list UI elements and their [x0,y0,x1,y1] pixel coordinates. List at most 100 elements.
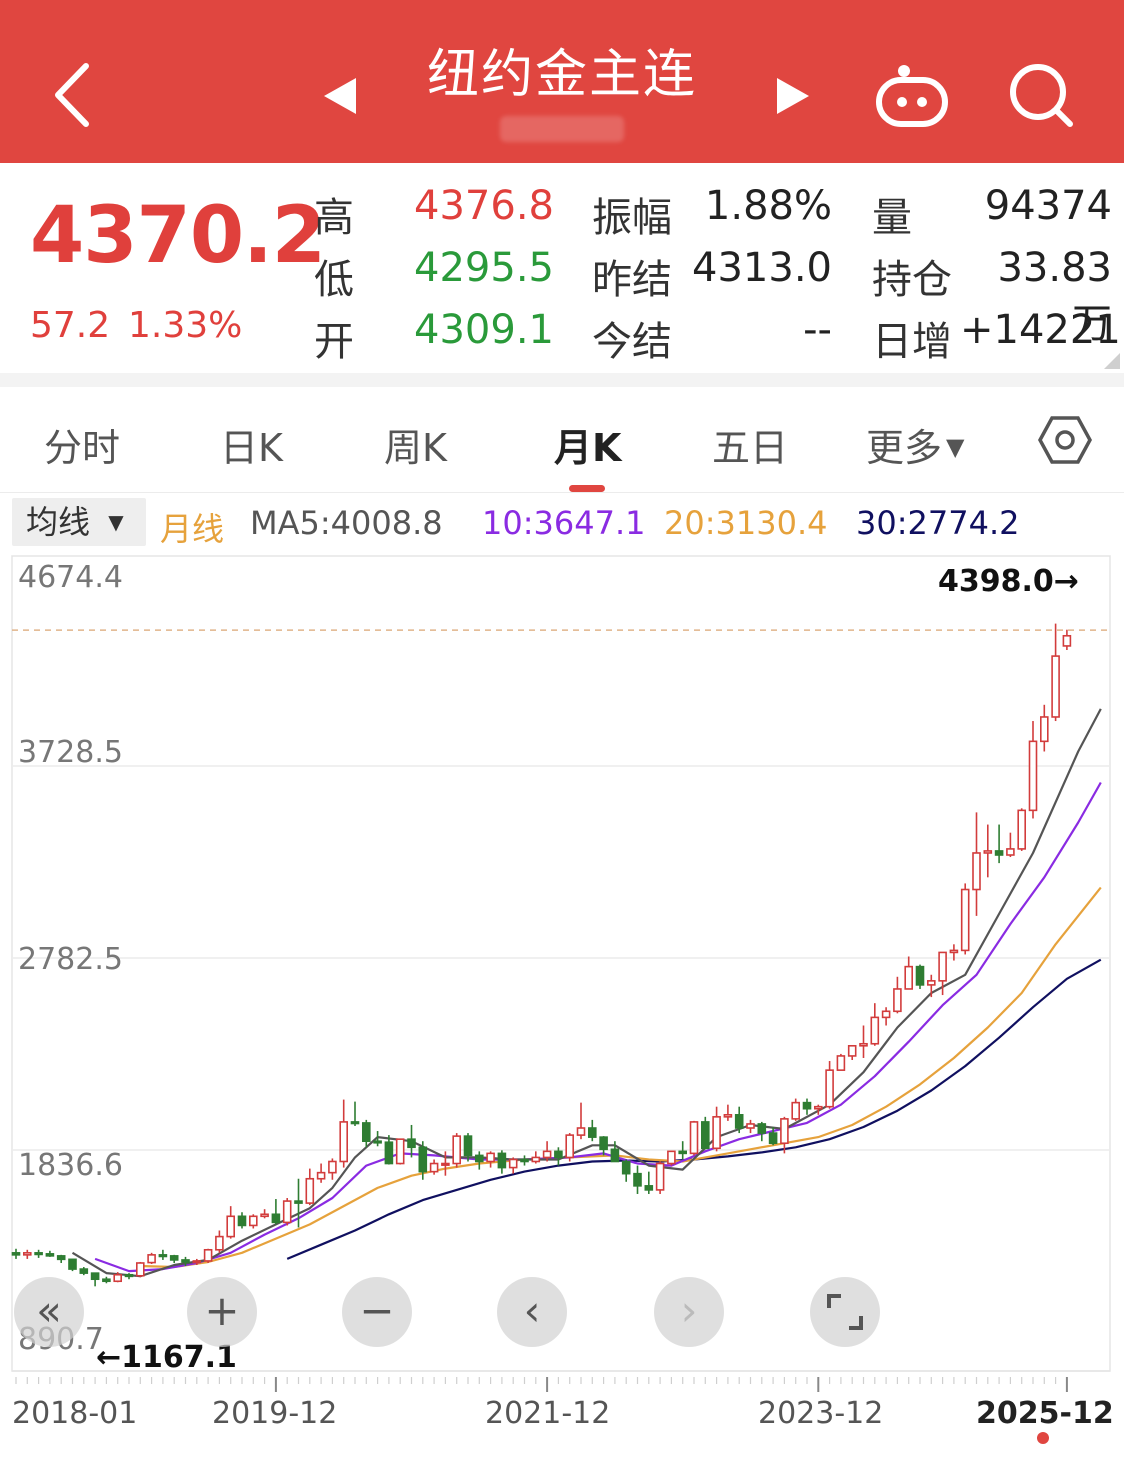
x-tick-label: 2019-12 [212,1396,338,1431]
scroll-right-button[interactable]: › [654,1277,724,1347]
value-today-settle: -- [803,307,832,353]
candle [136,1261,145,1278]
y-tick-label: 2782.5 [18,942,123,977]
y-tick-label: 3728.5 [18,735,123,770]
candle [802,1098,812,1115]
ma-legend: 均线 ▼ 月线 MA5:4008.8 10:3647.1 20:3130.4 3… [0,494,1124,552]
value-open-interest: 33.83万 [997,245,1112,347]
candle [938,951,947,996]
candle [1062,629,1072,650]
candle [192,1258,202,1266]
tab-monthly-k[interactable]: 月K [554,426,622,470]
candle [34,1249,43,1258]
ma20-line [140,886,1102,1269]
scroll-to-start-button[interactable]: « [14,1277,84,1347]
candle [260,1209,269,1219]
candle [305,1168,315,1206]
candle [294,1178,303,1228]
search-icon[interactable] [1008,62,1074,128]
expand-corner-icon[interactable] [1100,353,1120,369]
candle [1028,721,1038,819]
candle [102,1276,111,1284]
tab-intraday[interactable]: 分时 [44,426,121,470]
candle [226,1206,235,1239]
kline-canvas [11,555,1111,1392]
candle [361,1119,371,1148]
label-prev-settle: 昨结 [592,257,672,303]
zoom-in-button[interactable]: + [187,1277,257,1347]
candle [847,1044,857,1061]
hexagon-settings-icon[interactable] [1038,415,1092,465]
caret-down-icon: ▼ [946,433,965,461]
ma10-value: 10:3647.1 [482,504,646,542]
candles [11,623,1072,1287]
label-today-settle: 今结 [592,319,672,365]
x-axis [12,1370,1110,1392]
ma10-line [94,781,1102,1273]
candle [689,1120,699,1156]
candle [1017,808,1027,851]
kline-chart[interactable]: 4674.4 3728.5 2782.5 1836.6 890.7 4398.0… [0,552,1124,1465]
candle [45,1250,55,1257]
candle [542,1141,552,1162]
triangle-left-icon[interactable] [322,76,358,116]
candle [520,1155,529,1166]
ma-select-label: 均线 [26,503,91,541]
candle [734,1106,744,1134]
candle [813,1104,823,1115]
robot-icon[interactable] [874,62,950,128]
candle [237,1212,247,1229]
candle [508,1157,518,1174]
candle [407,1124,416,1158]
candle [599,1136,608,1156]
page-title: 纽约金主连 [426,45,697,105]
candle [384,1135,394,1165]
label-amplitude: 振幅 [592,195,672,241]
active-tab-indicator [569,485,605,492]
section-divider [0,373,1124,387]
tab-daily-k[interactable]: 日K [220,426,283,470]
candle [203,1248,213,1263]
x-tick-label: 2023-12 [758,1396,884,1431]
candle [373,1131,382,1147]
candle [576,1102,586,1140]
price-change-pct: 1.33% [128,305,243,346]
candle [1051,623,1060,722]
fullscreen-button[interactable] [810,1277,880,1347]
chevron-left-icon[interactable] [50,62,94,128]
candle [644,1171,654,1194]
tab-more[interactable]: 更多 ▼ [866,417,964,472]
candle [915,964,925,989]
candle [124,1273,134,1280]
candle [949,944,959,961]
x-tick-label: 2018-01 [12,1396,138,1431]
candle [486,1151,495,1168]
candle [474,1151,484,1170]
candle [350,1101,360,1126]
tab-five-day[interactable]: 五日 [712,426,789,470]
y-tick-label: 1836.6 [18,1148,123,1183]
candle [1040,704,1049,752]
zoom-out-button[interactable]: − [342,1277,412,1347]
candle [621,1159,631,1182]
ma-select[interactable]: 均线 ▼ [12,498,146,546]
candle [316,1163,326,1183]
high-marker: 4398.0→ [938,564,1079,599]
label-open: 开 [314,319,354,365]
candle [904,956,914,990]
fullscreen-icon [827,1294,863,1330]
x-tick-label: 2025-12 [976,1396,1114,1431]
candle [113,1272,122,1283]
candle [452,1133,462,1168]
candle [678,1141,688,1160]
candle [215,1230,224,1253]
scroll-left-button[interactable]: ‹ [497,1277,567,1347]
price-change: 57.2 [30,305,111,346]
candle [655,1161,665,1194]
ma10-path [94,781,1102,1273]
candle [271,1199,281,1225]
candle [893,976,902,1014]
tab-weekly-k[interactable]: 周K [384,426,447,470]
triangle-right-icon[interactable] [775,76,811,116]
